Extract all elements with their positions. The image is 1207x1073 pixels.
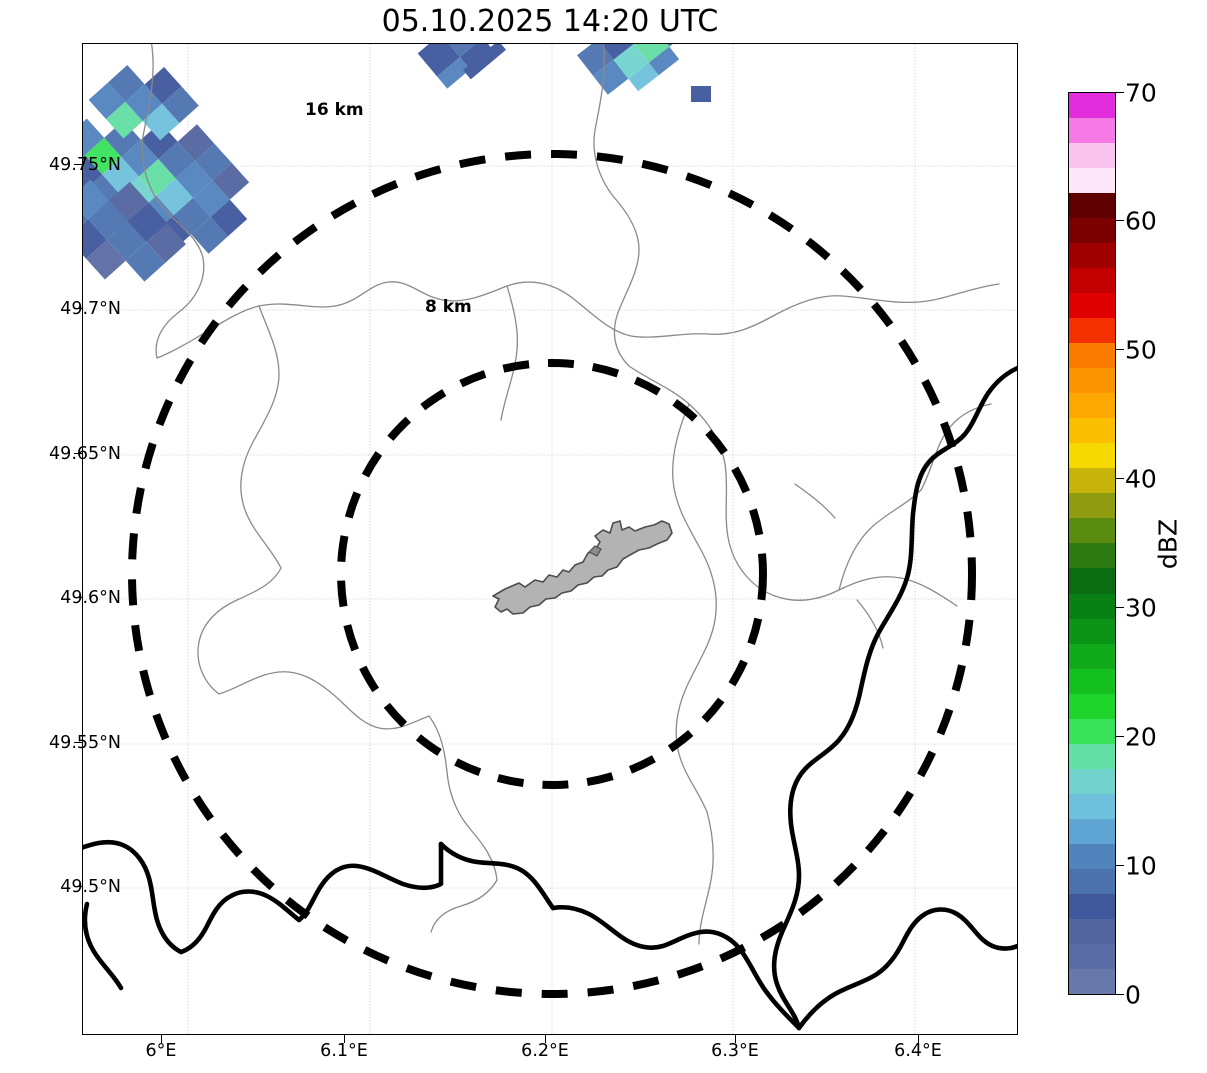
echo-cluster-north-b xyxy=(577,44,690,95)
range-ring-16km xyxy=(128,150,976,998)
x-tick-label-4: 6.4°E xyxy=(894,1041,942,1061)
colorbar-band-23 xyxy=(1069,393,1115,419)
y-tick-mark-5 xyxy=(74,886,82,888)
colorbar-band-1 xyxy=(1069,943,1115,969)
colorbar-tick-label-2: 20 xyxy=(1125,722,1157,752)
y-tick-mark-0 xyxy=(74,164,82,166)
colorbar-band-4 xyxy=(1069,868,1115,894)
y-tick-mark-2 xyxy=(74,453,82,455)
x-tick-label-3: 6.3°E xyxy=(711,1041,759,1061)
colorbar-tick-mark-5 xyxy=(1116,349,1124,351)
x-tick-mark-3 xyxy=(735,1035,737,1043)
admin-boundaries xyxy=(141,44,1000,945)
colorbar-band-13 xyxy=(1069,643,1115,669)
colorbar-band-19 xyxy=(1069,493,1115,519)
colorbar-tick-mark-7 xyxy=(1116,92,1124,94)
x-tick-mark-4 xyxy=(918,1035,920,1043)
x-tick-mark-2 xyxy=(545,1035,547,1043)
colorbar-band-3 xyxy=(1069,893,1115,919)
colorbar-band-31 xyxy=(1069,193,1115,219)
colorbar-band-5 xyxy=(1069,843,1115,869)
range-ring-label-8km: 8 km xyxy=(425,297,472,317)
colorbar-tick-mark-1 xyxy=(1116,865,1124,867)
colorbar-tick-mark-0 xyxy=(1116,994,1124,996)
x-tick-label-1: 6.1°E xyxy=(320,1041,368,1061)
colorbar-band-17 xyxy=(1069,543,1115,569)
map-canvas xyxy=(83,44,1017,1034)
colorbar-tick-mark-6 xyxy=(1116,220,1124,222)
colorbar-tick-mark-2 xyxy=(1116,736,1124,738)
colorbar-tick-label-7: 70 xyxy=(1125,78,1157,108)
country-border xyxy=(83,365,1017,1031)
colorbar-band-21 xyxy=(1069,443,1115,469)
x-tick-mark-1 xyxy=(344,1035,346,1043)
range-ring-8km xyxy=(337,359,767,789)
colorbar-band-8 xyxy=(1069,768,1115,794)
colorbar-tick-mark-3 xyxy=(1116,607,1124,609)
colorbar-band-24 xyxy=(1069,368,1115,394)
city-polygon xyxy=(492,520,673,615)
colorbar-tick-label-5: 50 xyxy=(1125,335,1157,365)
colorbar-band-35 xyxy=(1069,93,1115,118)
colorbar-band-30 xyxy=(1069,218,1115,244)
x-tick-label-2: 6.2°E xyxy=(521,1041,569,1061)
colorbar-tick-mark-4 xyxy=(1116,478,1124,480)
echo-cluster-north-a xyxy=(417,44,507,89)
colorbar-band-28 xyxy=(1069,268,1115,294)
colorbar-band-34 xyxy=(1069,117,1115,143)
range-ring-label-16km: 16 km xyxy=(305,100,364,120)
colorbar-band-27 xyxy=(1069,293,1115,319)
y-tick-mark-1 xyxy=(74,308,82,310)
colorbar-band-2 xyxy=(1069,918,1115,944)
y-tick-mark-4 xyxy=(74,742,82,744)
colorbar-band-25 xyxy=(1069,343,1115,369)
colorbar-tick-label-0: 0 xyxy=(1125,980,1141,1010)
grid-lines xyxy=(83,44,1017,1034)
colorbar-band-26 xyxy=(1069,318,1115,344)
colorbar-band-12 xyxy=(1069,668,1115,694)
colorbar-band-16 xyxy=(1069,568,1115,594)
colorbar-band-9 xyxy=(1069,743,1115,769)
colorbar-band-32 xyxy=(1069,167,1115,193)
colorbar-band-7 xyxy=(1069,793,1115,819)
colorbar-axis-label: dBZ xyxy=(1153,518,1183,570)
colorbar-band-20 xyxy=(1069,468,1115,494)
colorbar-band-33 xyxy=(1069,142,1115,168)
colorbar-band-18 xyxy=(1069,518,1115,544)
colorbar-band-11 xyxy=(1069,693,1115,719)
colorbar-tick-label-3: 30 xyxy=(1125,593,1157,623)
colorbar-tick-label-6: 60 xyxy=(1125,206,1157,236)
echo-cluster-northwest xyxy=(83,65,250,282)
x-tick-label-0: 6°E xyxy=(145,1041,177,1061)
colorbar-band-6 xyxy=(1069,818,1115,844)
colorbar[interactable] xyxy=(1068,92,1116,995)
page-title: 05.10.2025 14:20 UTC xyxy=(381,4,719,39)
colorbar-band-0 xyxy=(1069,968,1115,994)
radar-echo-layer xyxy=(83,44,711,282)
colorbar-band-22 xyxy=(1069,418,1115,444)
colorbar-band-15 xyxy=(1069,593,1115,619)
x-tick-mark-0 xyxy=(161,1035,163,1043)
y-tick-mark-3 xyxy=(74,597,82,599)
colorbar-band-14 xyxy=(1069,618,1115,644)
colorbar-band-10 xyxy=(1069,718,1115,744)
colorbar-band-29 xyxy=(1069,243,1115,269)
colorbar-tick-label-4: 40 xyxy=(1125,464,1157,494)
echo-pixel xyxy=(691,86,711,102)
colorbar-tick-label-1: 10 xyxy=(1125,851,1157,881)
map-plot-area[interactable] xyxy=(82,43,1018,1035)
